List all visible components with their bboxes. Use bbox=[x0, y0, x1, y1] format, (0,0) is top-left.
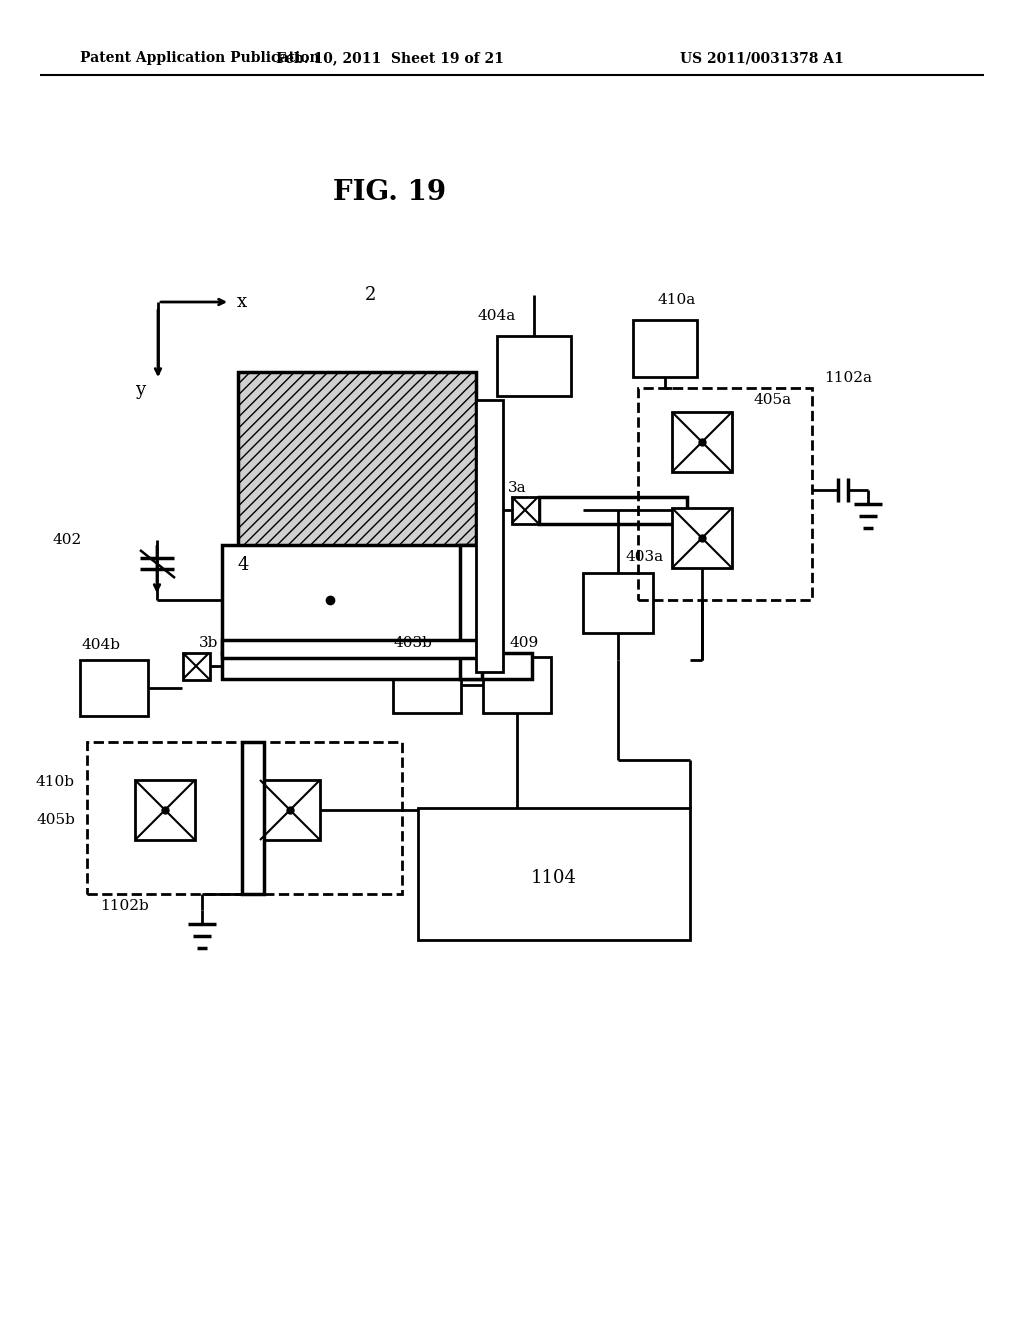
Text: 402: 402 bbox=[53, 533, 82, 546]
Text: 1104: 1104 bbox=[531, 869, 577, 887]
Text: 4: 4 bbox=[238, 556, 249, 574]
Text: US 2011/0031378 A1: US 2011/0031378 A1 bbox=[680, 51, 844, 65]
Bar bbox=[260, 780, 319, 840]
Bar bbox=[483, 657, 551, 713]
Text: 1102a: 1102a bbox=[824, 371, 872, 385]
Bar bbox=[672, 508, 732, 568]
Bar bbox=[135, 780, 195, 840]
Bar bbox=[222, 640, 487, 657]
Bar bbox=[539, 498, 687, 524]
Bar bbox=[512, 498, 539, 524]
Bar bbox=[497, 337, 571, 396]
Text: 2: 2 bbox=[365, 286, 376, 304]
Bar bbox=[418, 808, 690, 940]
Bar bbox=[460, 545, 482, 678]
Text: 404b: 404b bbox=[82, 638, 121, 652]
Bar bbox=[638, 388, 812, 601]
Text: 1102b: 1102b bbox=[100, 899, 148, 913]
Text: 3b: 3b bbox=[199, 636, 218, 649]
Bar bbox=[393, 657, 461, 713]
Bar bbox=[633, 319, 697, 378]
Text: x: x bbox=[237, 293, 247, 312]
Bar bbox=[672, 412, 732, 473]
Text: FIG. 19: FIG. 19 bbox=[334, 178, 446, 206]
Bar bbox=[183, 653, 210, 680]
Text: 409: 409 bbox=[510, 636, 540, 649]
Bar bbox=[222, 545, 487, 653]
Text: 3a: 3a bbox=[508, 480, 526, 495]
Text: 404a: 404a bbox=[478, 309, 516, 323]
Bar bbox=[583, 573, 653, 634]
Text: 403b: 403b bbox=[393, 636, 432, 649]
Text: 403a: 403a bbox=[625, 550, 664, 564]
Bar bbox=[476, 400, 503, 672]
Text: Feb. 10, 2011  Sheet 19 of 21: Feb. 10, 2011 Sheet 19 of 21 bbox=[276, 51, 504, 65]
Bar bbox=[222, 653, 532, 678]
Bar bbox=[238, 372, 476, 618]
Text: Patent Application Publication: Patent Application Publication bbox=[80, 51, 319, 65]
Text: 405b: 405b bbox=[36, 813, 75, 828]
Text: y: y bbox=[135, 381, 145, 399]
Text: 410a: 410a bbox=[658, 293, 696, 308]
Bar bbox=[242, 742, 264, 894]
Text: 410b: 410b bbox=[36, 775, 75, 789]
Bar bbox=[80, 660, 148, 715]
Text: 405a: 405a bbox=[754, 393, 793, 407]
Bar bbox=[87, 742, 402, 894]
